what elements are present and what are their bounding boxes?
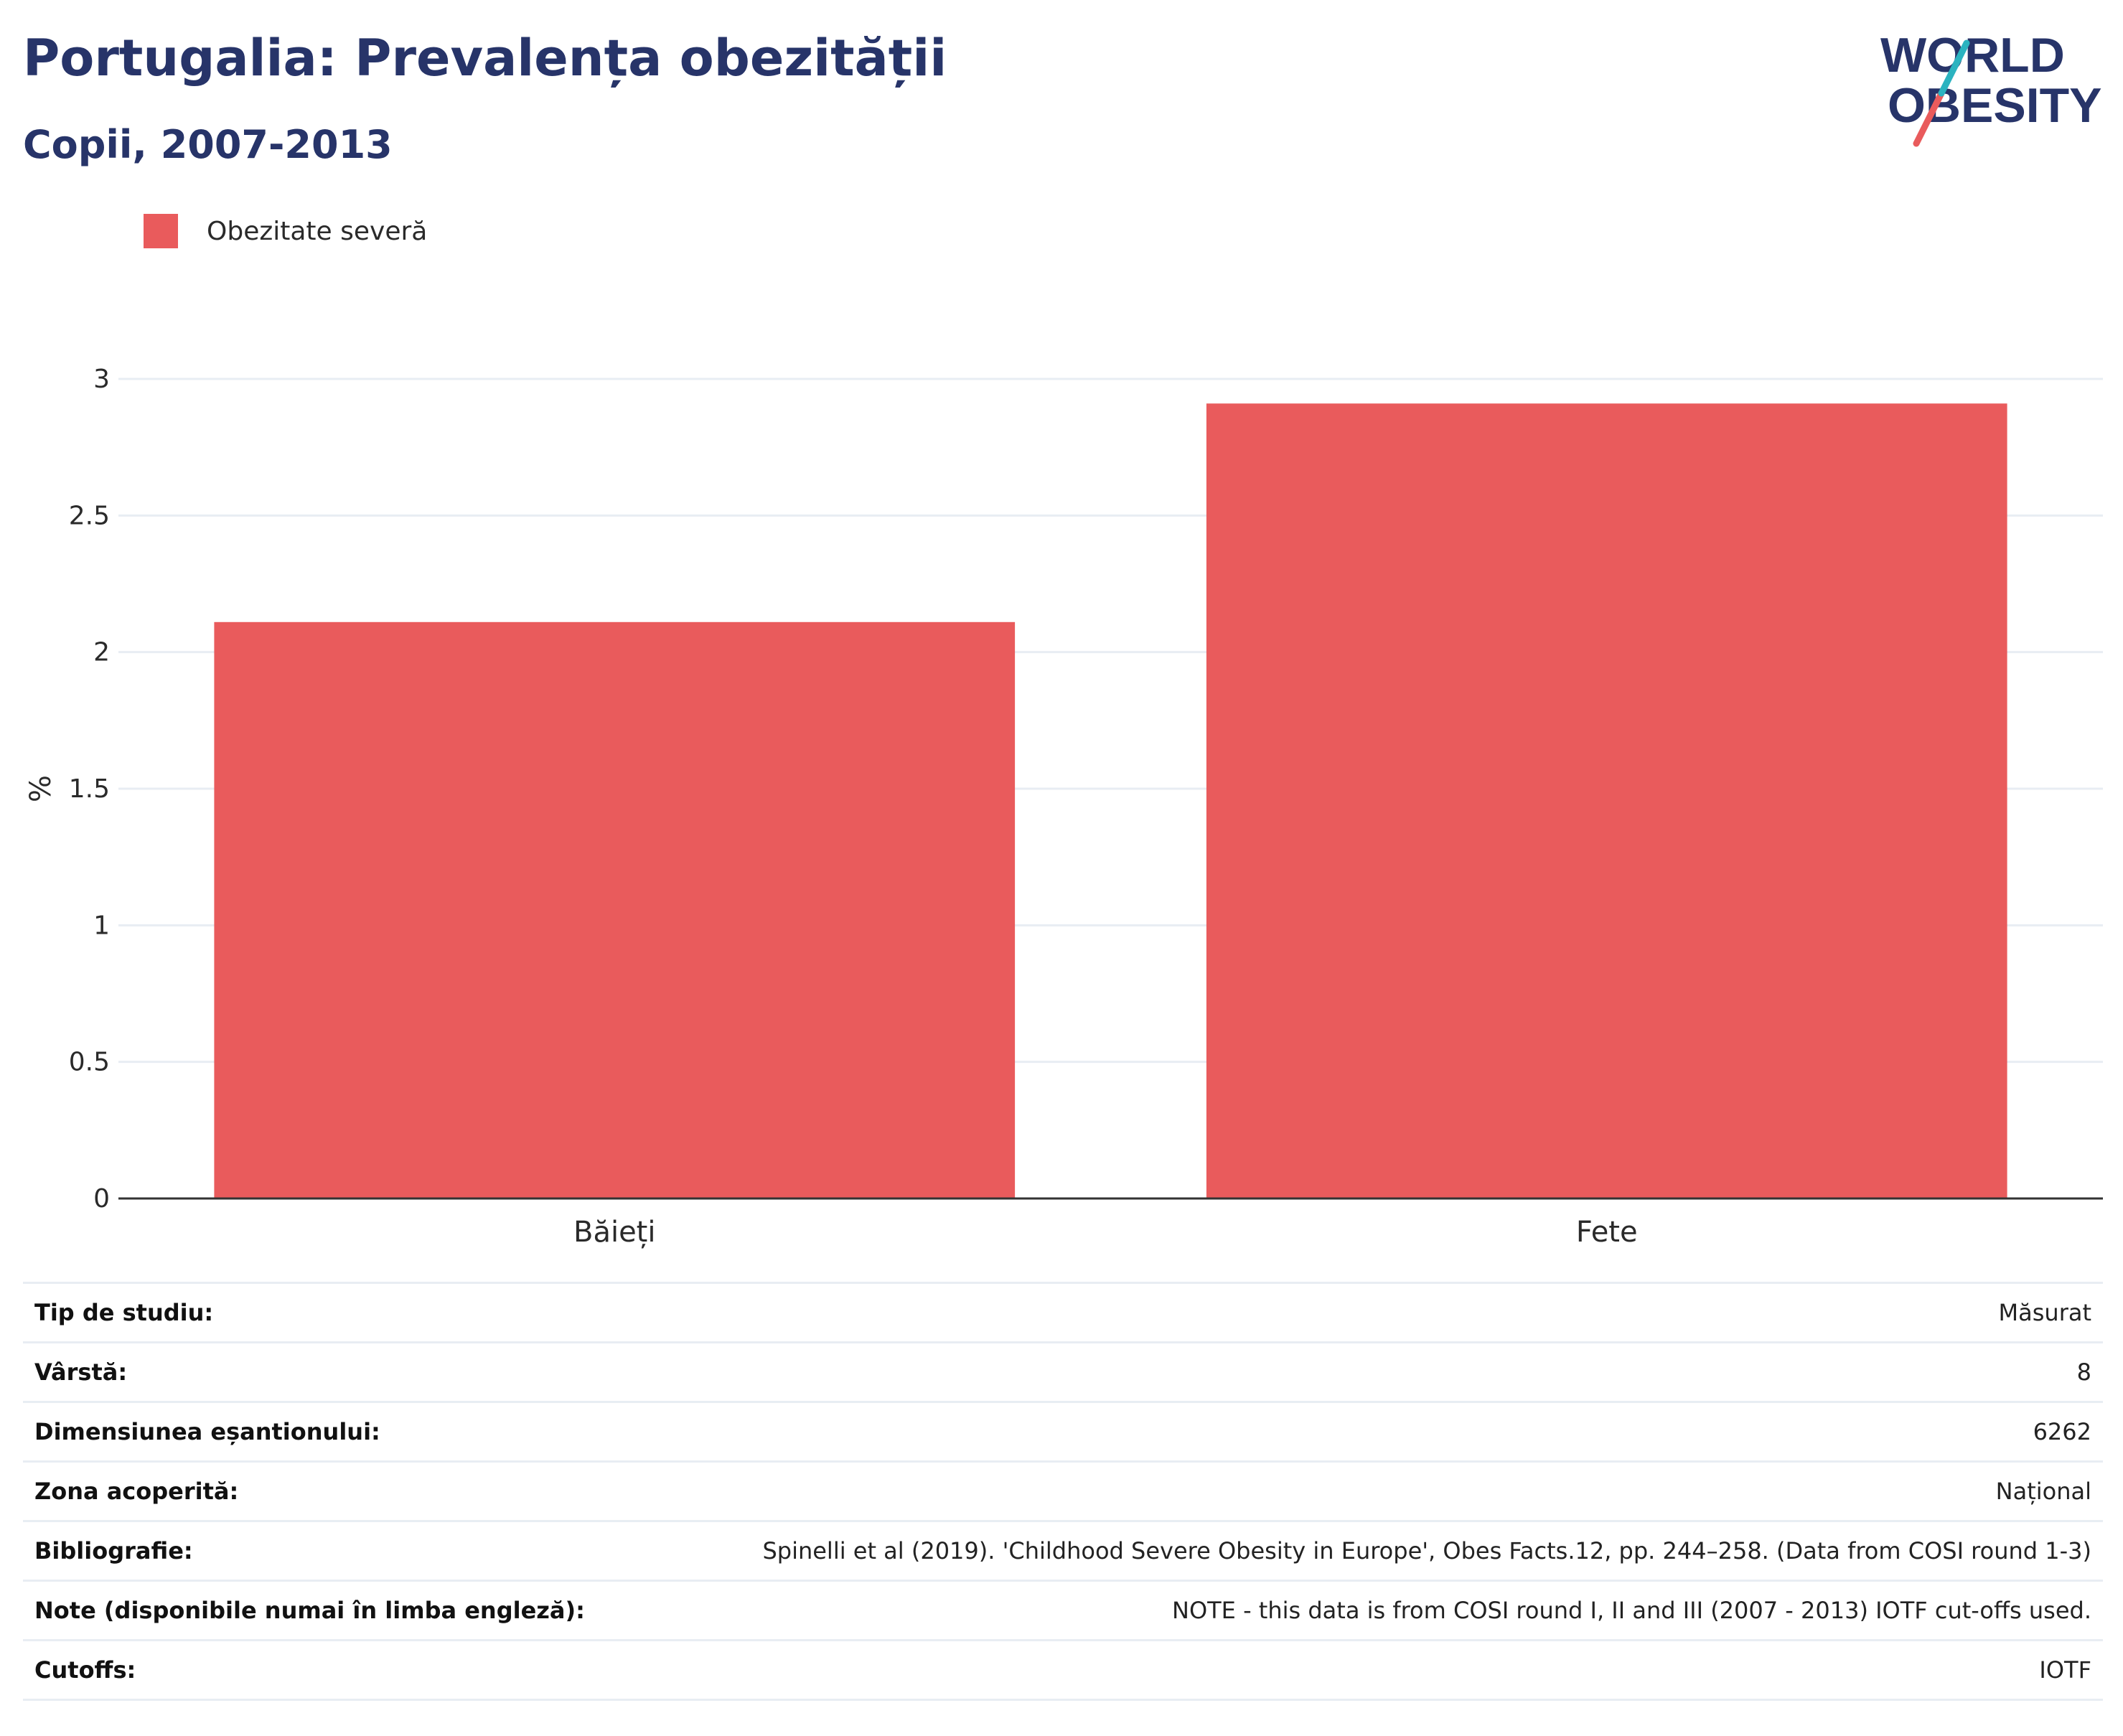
info-label: Tip de studiu:	[34, 1299, 214, 1326]
svg-text:WORLD: WORLD	[1880, 28, 2065, 83]
info-row: Note (disponibile numai în limba engleză…	[23, 1580, 2103, 1641]
info-label: Note (disponibile numai în limba engleză…	[34, 1597, 585, 1624]
info-label: Dimensiunea eșantionului:	[34, 1418, 380, 1445]
info-row: Bibliografie: Spinelli et al (2019). 'Chi…	[23, 1521, 2103, 1581]
y-tick-label: 3	[93, 365, 110, 394]
info-label: Cutoffs:	[34, 1656, 136, 1684]
world-obesity-logo: WORLD OBESITY	[1880, 28, 2102, 147]
info-row: Tip de studiu: Măsurat	[23, 1282, 2103, 1343]
page-subtitle: Copii, 2007-2013	[23, 122, 393, 167]
info-value: IOTF	[2039, 1656, 2091, 1684]
svg-text:OBESITY: OBESITY	[1888, 78, 2102, 133]
info-value: 8	[2076, 1359, 2091, 1386]
y-tick-label: 0.5	[69, 1048, 110, 1077]
info-table: Tip de studiu: Măsurat Vârstă: 8 Dimensiunea…	[23, 1282, 2103, 1701]
bar	[214, 621, 1016, 1198]
info-row: Vârstă: 8	[23, 1342, 2103, 1402]
x-tick-label: Fete	[1576, 1216, 1638, 1249]
y-tick-label: 0	[93, 1184, 110, 1214]
y-axis-label: %	[24, 775, 57, 802]
y-tick-label: 1	[93, 911, 110, 940]
chart-legend: Obezitate severă	[144, 214, 427, 248]
info-value: Spinelli et al (2019). 'Childhood Severe…	[762, 1537, 2091, 1564]
y-tick-label: 2.5	[69, 501, 110, 530]
bar	[1206, 403, 2007, 1198]
info-label: Vârstă:	[34, 1359, 128, 1386]
page-title: Portugalia: Prevalența obezității	[23, 29, 947, 88]
legend-swatch	[144, 214, 178, 248]
y-tick-label: 1.5	[69, 774, 110, 804]
info-value: NOTE - this data is from COSI round I, I…	[1172, 1597, 2091, 1624]
x-tick-label: Băieți	[573, 1216, 655, 1249]
info-value: Măsurat	[1998, 1299, 2091, 1326]
y-tick-label: 2	[93, 638, 110, 667]
info-value: Național	[1995, 1478, 2091, 1505]
legend-label: Obezitate severă	[207, 216, 428, 246]
info-value: 6262	[2033, 1418, 2091, 1445]
info-row: Dimensiunea eșantionului: 6262	[23, 1402, 2103, 1462]
bar-chart: 0 0.5 1 1.5 2 2.5 3% Băieți Fete	[24, 365, 2103, 1249]
info-row: Zona acoperită: Național	[23, 1461, 2103, 1521]
info-label: Zona acoperită:	[34, 1478, 239, 1505]
info-label: Bibliografie:	[34, 1537, 193, 1564]
info-row: Cutoffs: IOTF	[23, 1640, 2103, 1700]
